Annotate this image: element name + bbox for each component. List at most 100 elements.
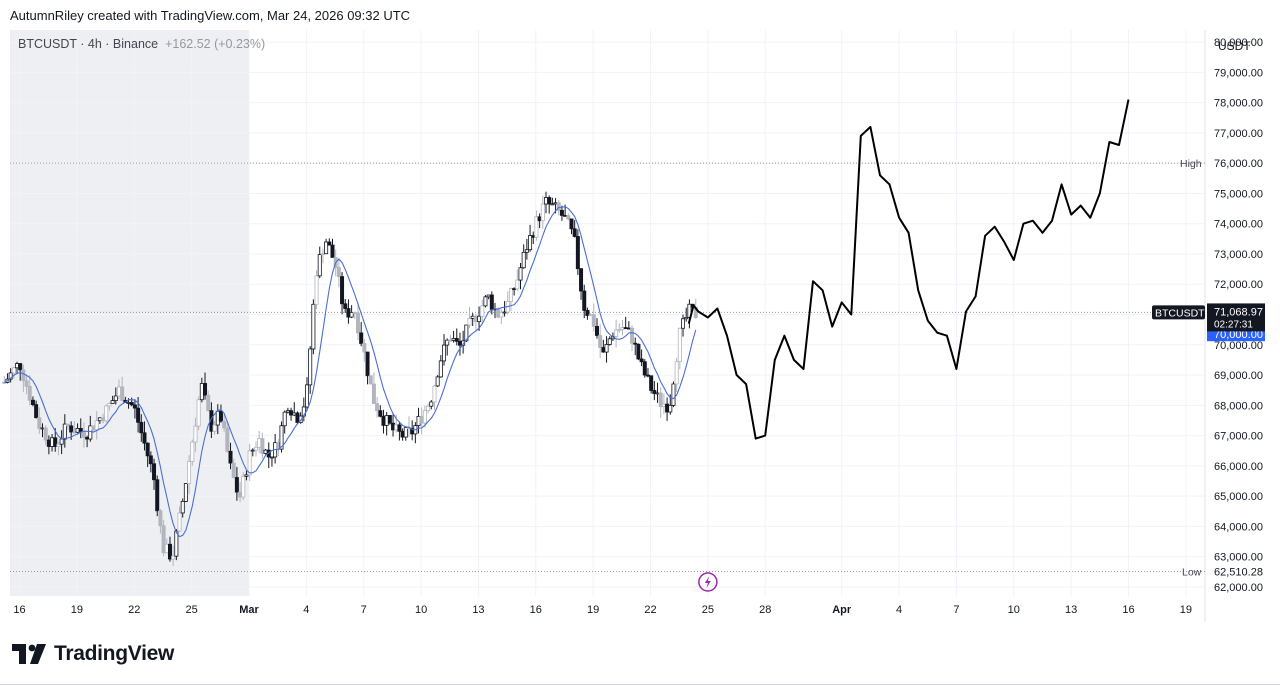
high-label: High (1180, 158, 1202, 170)
candle-body (617, 329, 622, 331)
candle-body (671, 383, 676, 406)
candle-body (461, 340, 466, 346)
candle-body (18, 363, 23, 371)
candle-body (85, 437, 90, 440)
candle-body (24, 380, 29, 387)
price-change: +162.52 (+0.23%) (165, 37, 266, 51)
brand-wordmark: TradingView (54, 642, 175, 665)
candle-body (464, 324, 469, 342)
candle-body (327, 241, 332, 246)
candle-body (633, 342, 638, 345)
candle-body (94, 420, 99, 431)
candle-body (292, 412, 297, 416)
y-tick-label: 72,000.00 (1214, 279, 1263, 291)
x-tick-label: 13 (472, 604, 484, 616)
y-tick-label: 77,000.00 (1214, 128, 1263, 140)
candle-body (161, 525, 166, 554)
y-tick-label: 74,000.00 (1214, 219, 1263, 231)
candle-body (387, 415, 392, 424)
candle-body (136, 407, 141, 423)
candle-body (566, 215, 571, 220)
moving-average-line (4, 206, 697, 538)
countdown-text: 02:27:31 (1214, 319, 1253, 330)
candle-body (311, 303, 316, 350)
candle-body (228, 450, 233, 464)
candle-body (244, 474, 249, 477)
y-tick-label: 80,000.00 (1214, 37, 1263, 49)
x-tick-label: Apr (832, 604, 852, 616)
candle-body (241, 475, 246, 498)
candle-body (174, 530, 179, 557)
candle-body (556, 202, 561, 211)
candle-body (416, 415, 421, 426)
y-tick-label: 65,000.00 (1214, 491, 1263, 503)
candle-body (419, 415, 424, 424)
candle-body (69, 425, 74, 433)
historical-shade (10, 30, 249, 596)
candle-body (8, 372, 13, 380)
candle-body (78, 428, 83, 432)
candle-body (594, 326, 599, 336)
x-tick-label: 16 (1122, 604, 1134, 616)
candle-body (298, 415, 303, 423)
candle-body (116, 386, 121, 397)
candle-body (139, 421, 144, 434)
candle-body (107, 403, 112, 407)
candle-body (359, 332, 364, 344)
candle-body (164, 543, 169, 554)
candle-body (314, 275, 319, 305)
low-label: Low (1182, 566, 1202, 578)
candle-body (167, 543, 172, 560)
y-tick-label: 76,000.00 (1214, 158, 1263, 170)
candle-body (483, 296, 488, 307)
candle-body (681, 318, 686, 329)
candle-body (279, 425, 284, 450)
chart-panel[interactable]: 62,000.00 63,000.00 64,000.00 65,000.00 66,0… (0, 30, 1280, 622)
candle-body (575, 236, 580, 270)
candle-body (591, 314, 596, 327)
candle-body (238, 491, 243, 498)
candle-body (559, 209, 564, 216)
candle-body (340, 276, 345, 305)
candle-body (642, 361, 647, 376)
candle-body (355, 312, 360, 334)
candle-body (438, 360, 443, 378)
price-chart[interactable]: 62,000.00 63,000.00 64,000.00 65,000.00 66,0… (0, 30, 1280, 622)
candle-body (206, 394, 211, 412)
candle-body (91, 425, 96, 431)
candle-body (46, 439, 51, 447)
x-tick-label: 22 (644, 604, 656, 616)
candle-body (152, 463, 157, 481)
candle-body (630, 327, 635, 344)
candle-body (391, 422, 396, 431)
candle-body (190, 441, 195, 462)
candle-body (62, 423, 67, 440)
candle-body (158, 510, 163, 527)
candle-body (21, 369, 26, 382)
candle-body (480, 305, 485, 317)
candle-body (665, 403, 670, 413)
candle-body (521, 251, 526, 269)
candle-body (180, 500, 185, 514)
candle-body (620, 327, 625, 330)
candle-body (477, 315, 482, 323)
candle-body (508, 288, 513, 302)
candle-body (531, 235, 536, 238)
x-tick-label: 10 (1008, 604, 1020, 616)
tradingview-logo[interactable]: TradingView (12, 642, 174, 666)
candle-body (677, 327, 682, 363)
candle-body (496, 308, 501, 318)
candle-body (72, 431, 77, 434)
y-tick-label: 73,000.00 (1214, 249, 1263, 261)
candle-body (540, 203, 545, 222)
y-tick-label: 75,000.00 (1214, 188, 1263, 200)
candle-body (352, 312, 357, 314)
candle-body (343, 303, 348, 309)
candle-body (384, 415, 389, 426)
candle-body (101, 417, 106, 422)
candle-body (110, 400, 115, 404)
candle-body (378, 410, 383, 417)
candle-body (537, 216, 542, 222)
candle-body (187, 461, 192, 484)
candle-body (553, 202, 558, 205)
